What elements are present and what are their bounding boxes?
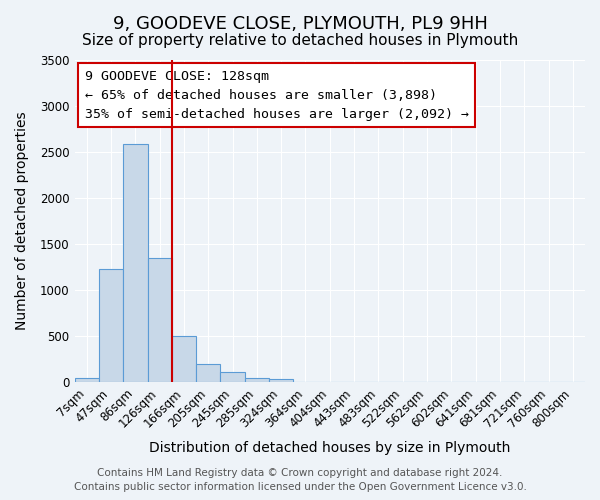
Bar [123, 144, 148, 382]
Text: Size of property relative to detached houses in Plymouth: Size of property relative to detached ho… [82, 32, 518, 48]
Bar [245, 378, 269, 382]
Bar [74, 378, 99, 382]
Bar [172, 336, 196, 382]
Text: Contains HM Land Registry data © Crown copyright and database right 2024.
Contai: Contains HM Land Registry data © Crown c… [74, 468, 526, 492]
Text: 9, GOODEVE CLOSE, PLYMOUTH, PL9 9HH: 9, GOODEVE CLOSE, PLYMOUTH, PL9 9HH [113, 15, 487, 33]
Bar [196, 364, 220, 382]
Bar [99, 269, 123, 382]
Text: 9 GOODEVE CLOSE: 128sqm
← 65% of detached houses are smaller (3,898)
35% of semi: 9 GOODEVE CLOSE: 128sqm ← 65% of detache… [85, 70, 469, 120]
Bar [269, 380, 293, 382]
Y-axis label: Number of detached properties: Number of detached properties [15, 112, 29, 330]
Bar [220, 372, 245, 382]
Bar [148, 258, 172, 382]
X-axis label: Distribution of detached houses by size in Plymouth: Distribution of detached houses by size … [149, 441, 511, 455]
